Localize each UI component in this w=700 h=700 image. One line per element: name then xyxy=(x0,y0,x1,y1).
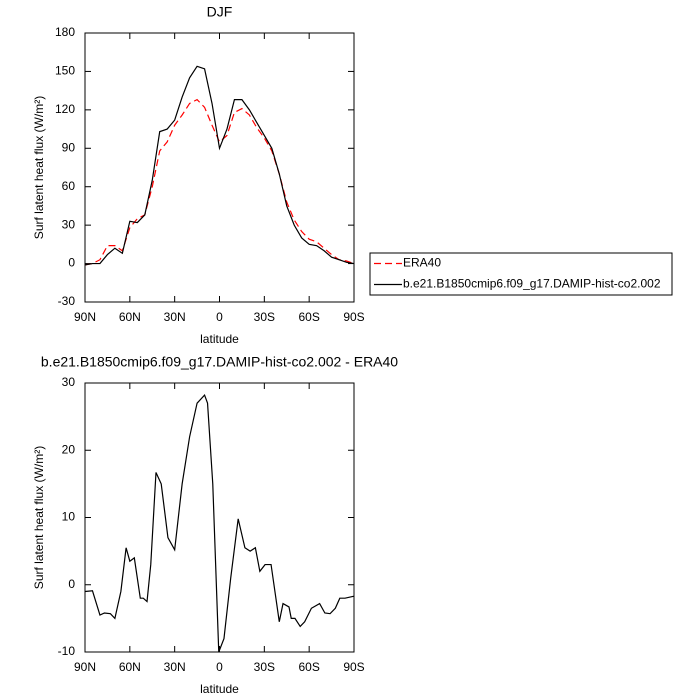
y-tick-label: 150 xyxy=(55,64,75,78)
x-tick-label: 30S xyxy=(254,310,275,324)
x-tick-label: 60S xyxy=(298,660,319,674)
legend-label: ERA40 xyxy=(403,256,441,270)
y-tick-label: 120 xyxy=(55,102,75,116)
x-tick-label: 90S xyxy=(343,660,364,674)
y-tick-label: 10 xyxy=(62,510,76,524)
y-tick-label: 20 xyxy=(62,442,76,456)
y-axis-label: Surf latent heat flux (W/m²) xyxy=(32,96,46,239)
y-tick-label: 90 xyxy=(62,140,76,154)
legend-label: b.e21.B1850cmip6.f09_g17.DAMIP-hist-co2.… xyxy=(403,277,661,291)
x-tick-label: 90S xyxy=(343,310,364,324)
x-tick-label: 30N xyxy=(164,660,186,674)
y-tick-label: 60 xyxy=(62,179,76,193)
y-axis-label: Surf latent heat flux (W/m²) xyxy=(32,446,46,589)
y-tick-label: 180 xyxy=(55,25,75,39)
chart-title: DJF xyxy=(207,4,233,20)
data-line xyxy=(84,65,355,266)
data-line xyxy=(84,98,355,266)
y-tick-label: 30 xyxy=(62,375,76,389)
x-tick-label: 90N xyxy=(74,660,96,674)
plot-frame xyxy=(84,382,355,653)
y-tick-label: 30 xyxy=(62,217,76,231)
x-tick-label: 0 xyxy=(216,310,223,324)
y-tick-label: 0 xyxy=(68,256,75,270)
y-tick-label: 0 xyxy=(68,577,75,591)
chart-title: b.e21.B1850cmip6.f09_g17.DAMIP-hist-co2.… xyxy=(41,354,398,370)
data-line xyxy=(84,393,355,653)
x-tick-label: 30S xyxy=(254,660,275,674)
x-tick-label: 0 xyxy=(216,660,223,674)
x-tick-label: 30N xyxy=(164,310,186,324)
x-tick-label: 90N xyxy=(74,310,96,324)
x-tick-label: 60N xyxy=(119,310,141,324)
plot-frame xyxy=(84,32,355,303)
y-tick-label: -10 xyxy=(58,644,76,658)
legend-box xyxy=(369,252,673,296)
x-axis-label: latitude xyxy=(200,682,239,696)
y-tick-label: -30 xyxy=(58,294,76,308)
x-tick-label: 60S xyxy=(298,310,319,324)
x-axis-label: latitude xyxy=(200,332,239,346)
x-tick-label: 60N xyxy=(119,660,141,674)
